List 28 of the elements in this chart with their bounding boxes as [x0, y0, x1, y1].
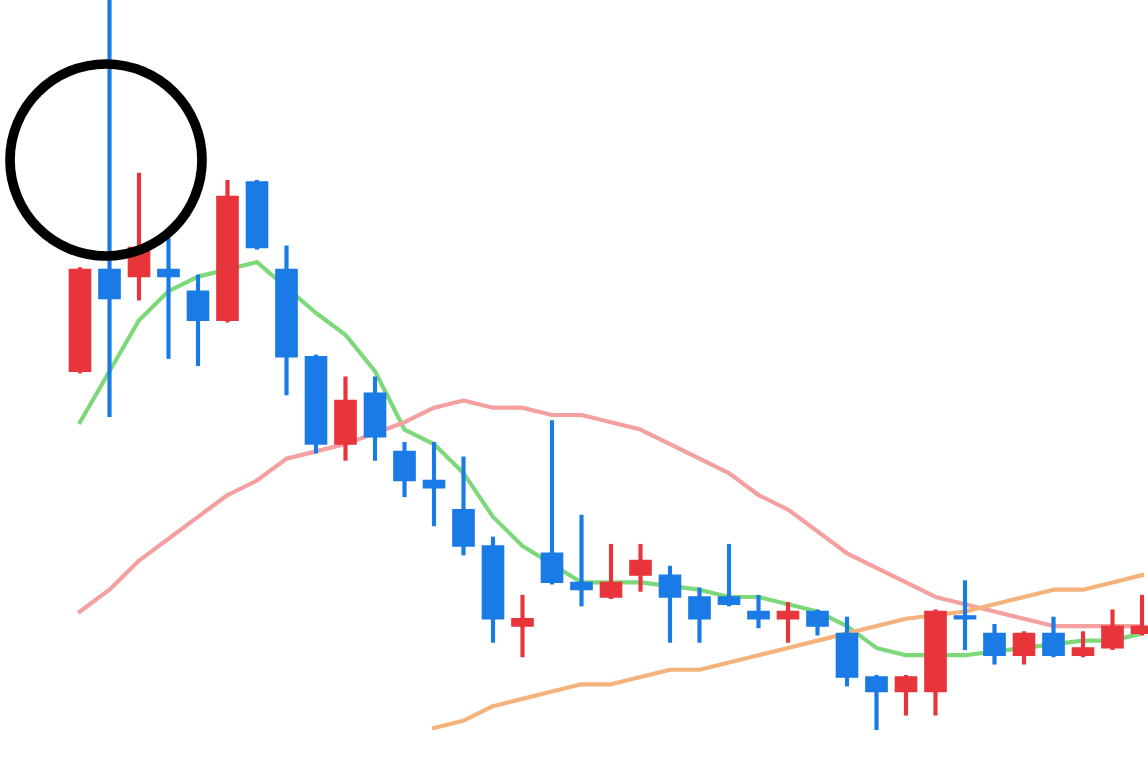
- candlestick: [393, 441, 416, 498]
- candlestick: [953, 580, 977, 651]
- candlestick: [1101, 609, 1124, 651]
- candlestick: [747, 594, 770, 629]
- candlestick: [629, 543, 652, 592]
- candlestick: [776, 602, 800, 643]
- candlestick: [865, 674, 888, 731]
- candlestick: [835, 616, 859, 687]
- candlestick: [186, 274, 210, 367]
- candlestick: [717, 543, 741, 607]
- candlestick: [599, 543, 623, 600]
- candlestick: [157, 238, 180, 359]
- candlestick: [806, 609, 829, 636]
- candlestick: [688, 587, 711, 643]
- candlestick: [363, 376, 387, 461]
- candlestick: [334, 376, 357, 461]
- candlestick: [570, 514, 593, 607]
- candlestick: [422, 441, 446, 527]
- candlestick: [1071, 631, 1095, 658]
- candlestick: [511, 594, 534, 658]
- candlestick: [894, 674, 918, 716]
- candlestick: [658, 565, 682, 643]
- candlestick: [983, 623, 1006, 665]
- candlestick: [1012, 631, 1036, 665]
- candlestick: [452, 456, 475, 556]
- candlestick: [540, 420, 564, 585]
- candlestick: [98, 0, 121, 418]
- candlestick: [1042, 616, 1065, 658]
